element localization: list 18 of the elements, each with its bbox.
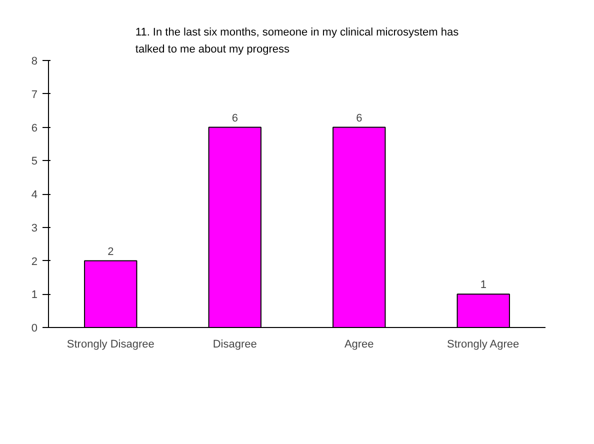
- data-label: 6: [232, 112, 238, 124]
- data-label: 1: [480, 279, 486, 292]
- y-tick-label: 5: [31, 156, 38, 168]
- y-tick-label: 1: [31, 289, 38, 302]
- x-tick-label: Strongly Disagree: [66, 338, 154, 350]
- y-tick-label: 8: [31, 56, 38, 68]
- x-tick-label: Disagree: [212, 338, 257, 350]
- y-tick-label: 6: [31, 122, 38, 134]
- data-label: 6: [356, 112, 362, 124]
- chart-title: 11. In the last six months, someone in my clinical microsystem has talked to me about my progress: [135, 26, 460, 56]
- x-tick-label: Strongly Agree: [446, 338, 520, 350]
- y-tick-label: 3: [31, 222, 38, 234]
- y-tick-label: 0: [31, 322, 38, 334]
- y-tick-label: 4: [31, 189, 38, 201]
- y-tick-label: 7: [31, 88, 38, 101]
- x-tick-label: Agree: [344, 338, 374, 350]
- y-tick-label: 2: [31, 256, 38, 268]
- data-label: 2: [108, 246, 114, 258]
